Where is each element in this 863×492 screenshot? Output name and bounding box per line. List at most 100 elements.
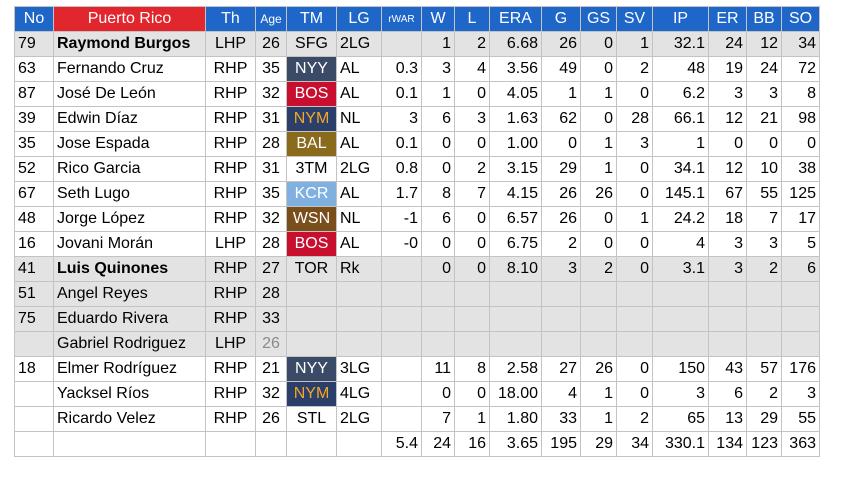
- strikeouts-cell: 38: [781, 156, 820, 182]
- league-cell: AL: [336, 56, 382, 82]
- age-cell: 28: [255, 281, 287, 307]
- losses-cell: 16: [454, 431, 490, 457]
- rwar-cell: [381, 306, 422, 332]
- header-er: ER: [708, 6, 747, 32]
- strikeouts-cell: 176: [781, 356, 820, 382]
- throws-cell: LHP: [205, 31, 256, 57]
- header-sv: SV: [616, 6, 653, 32]
- team-cell: [286, 281, 337, 307]
- league-cell: [336, 331, 382, 357]
- innings-pitched-cell: 330.1: [652, 431, 709, 457]
- league-cell: Rk: [336, 256, 382, 282]
- wins-cell: 1: [421, 31, 455, 57]
- player-row: 16 Jovani Morán LHP 28 BOS AL -0 0 0 6.75 2 0 0 4 3 3 5: [14, 231, 820, 257]
- strikeouts-cell: 55: [781, 406, 820, 432]
- throws-cell: [205, 431, 256, 457]
- throws-cell: RHP: [205, 181, 256, 207]
- saves-cell: 0: [616, 381, 653, 407]
- games-started-cell: [580, 331, 617, 357]
- strikeouts-cell: [781, 331, 820, 357]
- strikeouts-cell: 34: [781, 31, 820, 57]
- earned-runs-cell: 3: [708, 256, 747, 282]
- player-row: 79 Raymond Burgos LHP 26 SFG 2LG 1 2 6.68 26 0 1 32.…: [14, 31, 820, 57]
- totals-row: 5.4 24 16 3.65 195 29 34 330.1 134 123 363: [14, 431, 820, 457]
- walks-cell: 10: [746, 156, 782, 182]
- saves-cell: 1: [616, 31, 653, 57]
- player-number-cell: [14, 431, 54, 457]
- pitching-roster-table: No Puerto Rico Th Age TM LG rWAR W L ERA…: [14, 6, 820, 457]
- header-team-puerto-rico: Puerto Rico: [53, 6, 206, 32]
- games-started-cell: [580, 306, 617, 332]
- era-cell: 18.00: [489, 381, 542, 407]
- player-row: Yacksel Ríos RHP 32 NYM 4LG 0 0 18.00 4 1 0 3 6 2 3: [14, 381, 820, 407]
- earned-runs-cell: [708, 306, 747, 332]
- era-cell: [489, 306, 542, 332]
- throws-cell: LHP: [205, 331, 256, 357]
- losses-cell: [454, 306, 490, 332]
- era-cell: 4.15: [489, 181, 542, 207]
- league-cell: [336, 431, 382, 457]
- era-cell: 3.65: [489, 431, 542, 457]
- player-row: 52 Rico Garcia RHP 31 3TM 2LG 0.8 0 2 3.15 29 1 0 34.…: [14, 156, 820, 182]
- wins-cell: 6: [421, 206, 455, 232]
- player-row: 39 Edwin Díaz RHP 31 NYM NL 3 6 3 1.63 62 0 28 66.1 12…: [14, 106, 820, 132]
- losses-cell: 0: [454, 81, 490, 107]
- header-g: G: [541, 6, 581, 32]
- player-row: Gabriel Rodriguez LHP 26: [14, 331, 820, 357]
- era-cell: 1.63: [489, 106, 542, 132]
- losses-cell: [454, 281, 490, 307]
- walks-cell: 123: [746, 431, 782, 457]
- innings-pitched-cell: [652, 281, 709, 307]
- innings-pitched-cell: 66.1: [652, 106, 709, 132]
- wins-cell: 0: [421, 381, 455, 407]
- era-cell: 6.68: [489, 31, 542, 57]
- losses-cell: 1: [454, 406, 490, 432]
- earned-runs-cell: 12: [708, 156, 747, 182]
- earned-runs-cell: 3: [708, 81, 747, 107]
- league-cell: [336, 281, 382, 307]
- age-cell: 28: [255, 231, 287, 257]
- innings-pitched-cell: [652, 306, 709, 332]
- strikeouts-cell: 17: [781, 206, 820, 232]
- strikeouts-cell: 363: [781, 431, 820, 457]
- team-cell: BOS: [286, 231, 337, 257]
- player-name-cell: Ricardo Velez: [53, 406, 206, 432]
- walks-cell: 55: [746, 181, 782, 207]
- rwar-cell: [381, 356, 422, 382]
- losses-cell: 7: [454, 181, 490, 207]
- player-name-cell: Rico Garcia: [53, 156, 206, 182]
- player-name-cell: Seth Lugo: [53, 181, 206, 207]
- player-row: 51 Angel Reyes RHP 28: [14, 281, 820, 307]
- player-row: 35 Jose Espada RHP 28 BAL AL 0.1 0 0 1.00 0 1 3 1 0 0 0: [14, 131, 820, 157]
- team-cell: [286, 306, 337, 332]
- walks-cell: 57: [746, 356, 782, 382]
- strikeouts-cell: 72: [781, 56, 820, 82]
- wins-cell: 3: [421, 56, 455, 82]
- player-name-cell: Fernando Cruz: [53, 56, 206, 82]
- games-cell: 26: [541, 206, 581, 232]
- player-number-cell: 79: [14, 31, 54, 57]
- walks-cell: 2: [746, 381, 782, 407]
- games-started-cell: 29: [580, 431, 617, 457]
- rwar-cell: [381, 31, 422, 57]
- age-cell: 35: [255, 56, 287, 82]
- losses-cell: 4: [454, 56, 490, 82]
- player-name-cell: Angel Reyes: [53, 281, 206, 307]
- player-number-cell: 87: [14, 81, 54, 107]
- losses-cell: 0: [454, 206, 490, 232]
- earned-runs-cell: [708, 331, 747, 357]
- earned-runs-cell: 67: [708, 181, 747, 207]
- throws-cell: LHP: [205, 231, 256, 257]
- walks-cell: 7: [746, 206, 782, 232]
- header-row: No Puerto Rico Th Age TM LG rWAR W L ERA…: [14, 6, 820, 32]
- games-cell: [541, 306, 581, 332]
- player-name-cell: Luis Quinones: [53, 256, 206, 282]
- throws-cell: RHP: [205, 81, 256, 107]
- wins-cell: [421, 331, 455, 357]
- header-l: L: [454, 6, 490, 32]
- league-cell: AL: [336, 181, 382, 207]
- games-cell: 49: [541, 56, 581, 82]
- player-name-cell: [53, 431, 206, 457]
- games-cell: 27: [541, 356, 581, 382]
- games-cell: 26: [541, 181, 581, 207]
